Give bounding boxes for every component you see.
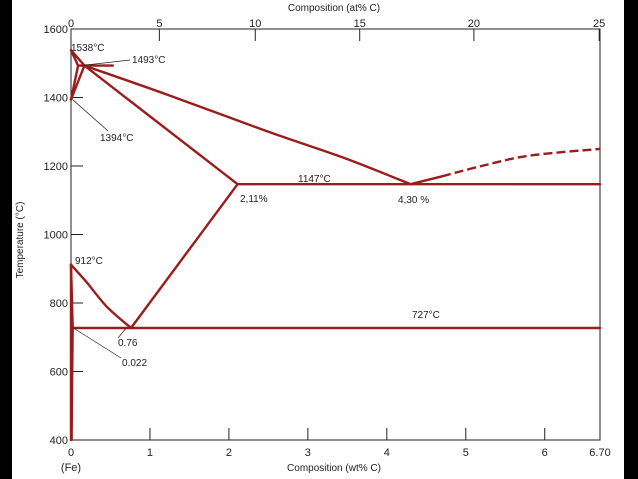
leader-1394 [72,99,109,132]
y-tick-label: 600 [50,367,68,379]
y-tick-label: 1200 [44,161,68,173]
label-0-76: 0.76 [118,338,138,349]
x-tick-label: 0 [68,447,74,459]
a3-line [69,263,133,330]
plot-frame [70,28,601,441]
diagram-sheet: 0 1 2 3 4 5 6 6.70 0 5 10 15 20 25 400 600 800 1000 1200 14… [12,0,624,479]
iron-carbon-phase-diagram: 0 1 2 3 4 5 6 6.70 0 5 10 15 20 25 400 600 800 1000 1200 14… [15,3,611,474]
label-1538: 1538°C [71,43,104,54]
x-tick-label: 6.70 [589,447,610,459]
x-top-tick-label: 0 [68,18,74,30]
x-top-tick-label: 5 [156,18,162,30]
x-axis-title: Composition (wt% C) [287,463,381,474]
axis-ticks: 0 1 2 3 4 5 6 6.70 0 5 10 15 20 25 400 600 800 1000 1200 14… [44,18,611,459]
x-tick-label: 6 [542,447,548,459]
x-tick-label: 2 [226,447,232,459]
label-1493: 1493°C [132,55,165,66]
leader-0-76 [117,327,127,339]
y-tick-label: 1400 [44,93,68,105]
label-727: 727°C [412,310,440,321]
y-tick-label: 400 [50,435,68,447]
acm-line [129,183,239,330]
label-4-30: 4,30 % [398,195,429,206]
label-0-022: 0.022 [122,358,147,369]
phase-boundaries [69,49,602,442]
x-tick-label: 3 [305,447,311,459]
solidus-left [69,49,80,67]
x-top-tick-label: 20 [468,18,480,30]
x-tick-sublabel: (Fe) [61,462,81,474]
label-2-11: 2,11% [240,194,268,205]
liquidus-main [83,64,412,186]
liquidus-cementite [409,175,444,186]
x-tick-label: 4 [384,447,390,459]
leader-1493 [80,59,131,66]
y-axis-title: Temperature (°C) [15,202,26,279]
annotation-leaders [72,59,131,359]
liquidus-cementite-dashed [441,147,601,178]
x-top-tick-label: 10 [249,18,261,30]
x-top-axis-title: Composition (at% C) [288,3,380,14]
y-tick-label: 1000 [44,230,68,242]
leader-0-022 [73,327,122,359]
x-top-tick-label: 15 [354,18,366,30]
y-tick-label: 800 [50,298,68,310]
y-tick-label: 1600 [44,24,68,36]
label-1147: 1147°C [298,174,331,185]
x-tick-label: 5 [463,447,469,459]
label-1394: 1394°C [100,133,133,144]
delta-gamma-boundary-2 [69,64,86,101]
label-912: 912°C [75,256,103,267]
solidus-austenite [83,64,239,186]
x-tick-label: 1 [147,447,153,459]
x-top-tick-label: 25 [593,18,605,30]
